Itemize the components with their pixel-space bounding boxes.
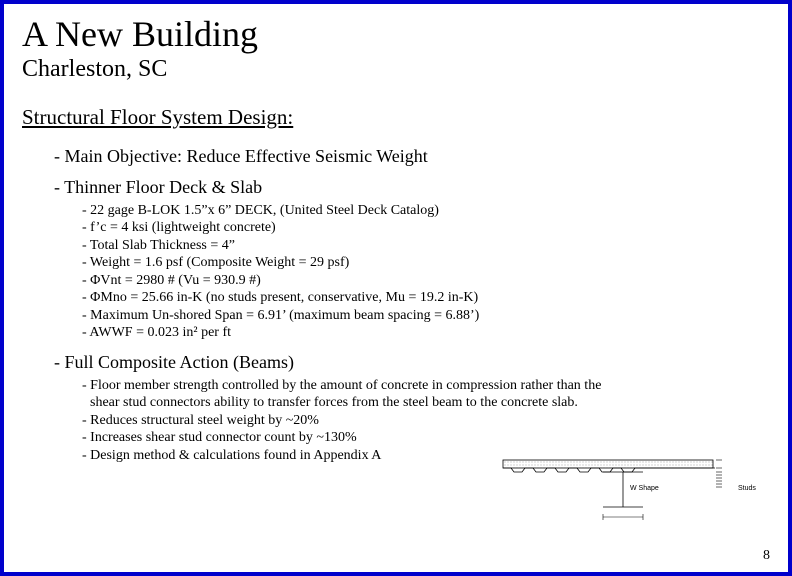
composite-beam-diagram: W Shape Studs: [498, 452, 768, 532]
outline-subitem: - Increases shear stud connector count b…: [82, 429, 602, 447]
slide-frame: A New Building Charleston, SC Structural…: [0, 0, 792, 576]
section-heading: Structural Floor System Design:: [22, 105, 770, 130]
outline-subgroup: - 22 gage B-LOK 1.5”x 6” DECK, (United S…: [82, 202, 770, 342]
outline-subitem: - Reduces structural steel weight by ~20…: [82, 412, 602, 430]
outline-subitem: - ΦVnt = 2980 # (Vu = 930.9 #): [82, 272, 770, 290]
diagram-label: Studs: [738, 485, 756, 492]
outline-subitem: - ΦMno = 25.66 in-K (no studs present, c…: [82, 289, 770, 307]
slide-title: A New Building: [22, 16, 770, 54]
outline-subitem: - Maximum Un-shored Span = 6.91’ (maximu…: [82, 307, 770, 325]
outline-subitem: - Total Slab Thickness = 4”: [82, 237, 770, 255]
outline-item: - Full Composite Action (Beams): [54, 352, 770, 373]
page-number: 8: [763, 548, 770, 564]
outline-item: - Main Objective: Reduce Effective Seism…: [54, 146, 770, 167]
outline-subitem: - Weight = 1.6 psf (Composite Weight = 2…: [82, 254, 770, 272]
outline-subitem: - Floor member strength controlled by th…: [82, 377, 602, 412]
outline-item: - Thinner Floor Deck & Slab: [54, 177, 770, 198]
outline-subitem: - AWWF = 0.023 in² per ft: [82, 324, 770, 342]
slide-subtitle: Charleston, SC: [22, 56, 770, 83]
outline-subitem: - f’c = 4 ksi (lightweight concrete): [82, 219, 770, 237]
diagram-label: W Shape: [630, 485, 659, 492]
outline-subitem: - 22 gage B-LOK 1.5”x 6” DECK, (United S…: [82, 202, 770, 220]
